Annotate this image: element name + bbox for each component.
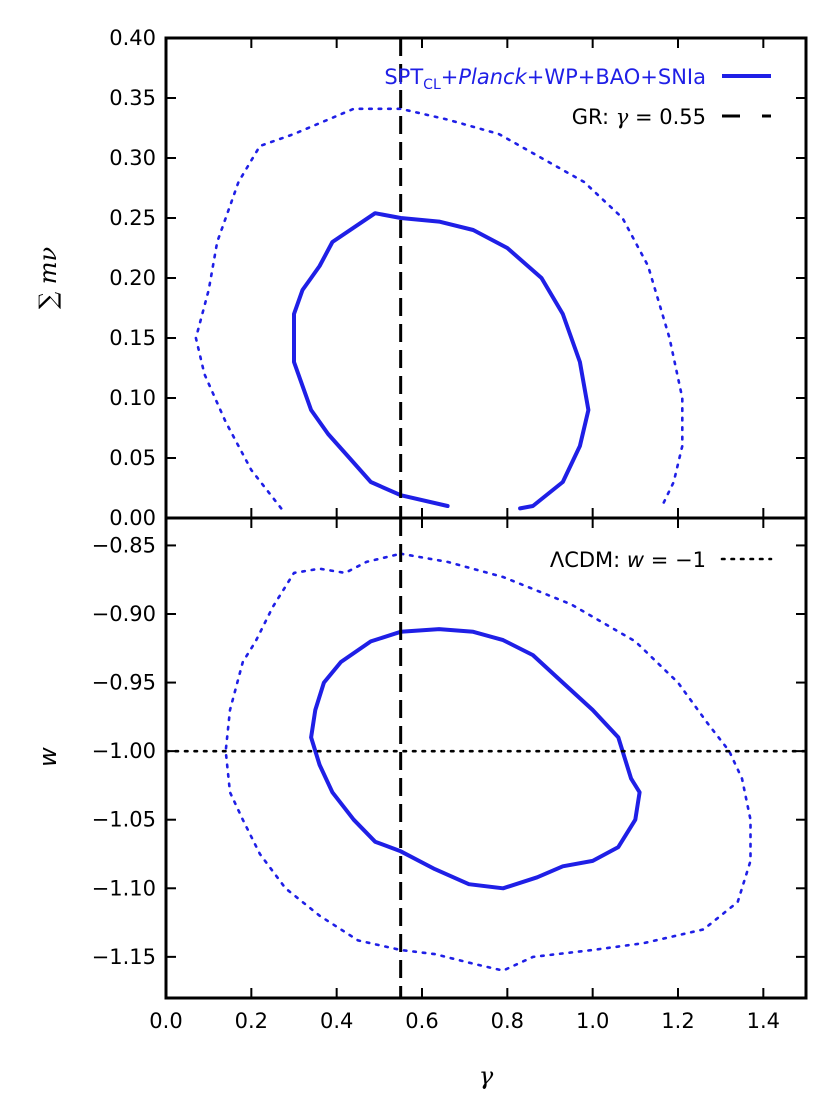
bottom-series-68-contour-line — [309, 627, 642, 891]
top-ytick-label: 0.15 — [109, 326, 156, 350]
bottom-series-95-contour — [224, 552, 752, 972]
xtick-label: 1.2 — [661, 1009, 694, 1033]
bottom-ytick-label: −1.15 — [92, 945, 156, 969]
xtick-label: 1.0 — [576, 1009, 609, 1033]
top-ytick-label: 0.25 — [109, 206, 156, 230]
xtick-label: 0.2 — [235, 1009, 268, 1033]
top-ytick-label: 0.10 — [109, 386, 156, 410]
top-legend-label: SPTCL+Planck+WP+BAO+SNIa — [384, 65, 706, 93]
top-series-68-contour-line — [292, 211, 591, 511]
xtick-label: 1.4 — [747, 1009, 780, 1033]
top-ytick-label: 0.30 — [109, 146, 156, 170]
bottom-legend: ΛCDM: w = −1 — [550, 548, 773, 572]
bottom-series-95-contour-line — [224, 552, 752, 972]
bottom-ticks: −0.85 −0.90 −0.95 −1.00 −1.05 −1.10 −1.15 0.0 0.… — [92, 518, 806, 1033]
top-ytick-label: 0.40 — [109, 26, 156, 50]
bottom-ytick-label: −1.05 — [92, 808, 156, 832]
xtick-label: 0.0 — [149, 1009, 182, 1033]
top-ytick-label: 0.35 — [109, 86, 156, 110]
top-ticks: 0.00 0.05 0.10 0.15 0.20 0.25 0.30 0.35 0.40 — [109, 26, 806, 530]
bottom-ytick-label: −0.85 — [92, 533, 156, 557]
x-axis-label: γ — [479, 1062, 494, 1090]
top-series-68-contour — [292, 211, 591, 511]
xtick-label: 0.4 — [320, 1009, 353, 1033]
top-series-95-contour-line — [194, 107, 684, 510]
bottom-legend-label: ΛCDM: w = −1 — [550, 548, 706, 572]
top-axes-frame — [164, 36, 808, 520]
bottom-series-68-contour — [309, 627, 642, 891]
bottom-ytick-label: −1.10 — [92, 876, 156, 900]
xtick-label: 0.6 — [405, 1009, 438, 1033]
top-series-95-contour — [194, 107, 684, 510]
bottom-y-axis-label: w — [34, 747, 62, 767]
bottom-reference-lines — [164, 518, 808, 998]
bottom-axes-frame — [164, 516, 808, 1000]
bottom-ytick-label: −0.95 — [92, 671, 156, 695]
panel-top-neutrino-mass: 0.00 0.05 0.10 0.15 0.20 0.25 0.30 0.35 0.40 SPT… — [109, 26, 808, 530]
top-ytick-label: 0.05 — [109, 446, 156, 470]
xtick-label: 0.8 — [491, 1009, 524, 1033]
top-legend-label: GR: γ = 0.55 — [572, 105, 706, 129]
top-ytick-label: 0.00 — [109, 506, 156, 530]
top-legend: SPTCL+Planck+WP+BAO+SNIa GR: γ = 0.55 — [384, 65, 771, 129]
panel-bottom-equation-of-state: −0.85 −0.90 −0.95 −1.00 −1.05 −1.10 −1.15 0.0 0.… — [92, 516, 808, 1033]
bottom-ytick-label: −1.00 — [92, 739, 156, 763]
top-y-axis-label: ∑ mν — [34, 247, 62, 309]
bottom-ytick-label: −0.90 — [92, 602, 156, 626]
top-ytick-label: 0.20 — [109, 266, 156, 290]
